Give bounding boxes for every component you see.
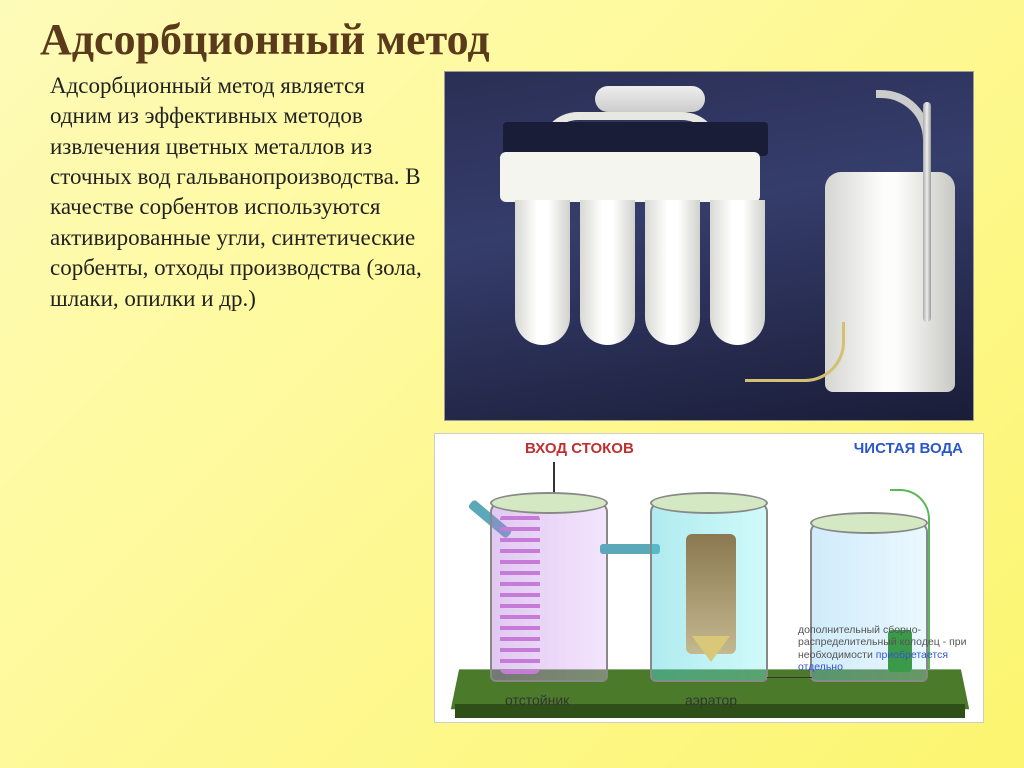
inlet-label: ВХОД СТОКОВ: [525, 440, 634, 457]
inline-filter: [595, 86, 705, 112]
manifold: [503, 122, 768, 156]
slide-title: Адсорбционный метод: [0, 0, 1024, 65]
filter-head: [500, 152, 760, 202]
cartridge: [580, 200, 635, 345]
storage-tank: [825, 172, 955, 392]
aerator-tank: [650, 502, 768, 682]
cartridge: [515, 200, 570, 345]
right-column: ВХОД СТОКОВ ЧИСТАЯ ВОДА отстойник: [444, 71, 984, 723]
tank-lid: [490, 492, 608, 514]
aerator-cone: [692, 636, 730, 662]
aerator-caption: аэратор: [685, 692, 737, 708]
connection-tube: [745, 322, 845, 382]
sedimentation-caption: отстойник: [505, 692, 569, 708]
faucet-stem: [923, 102, 931, 322]
body-paragraph: Адсорбционный метод является одним из эф…: [50, 71, 424, 723]
tank-lid: [650, 492, 768, 514]
treatment-diagram: ВХОД СТОКОВ ЧИСТАЯ ВОДА отстойник: [434, 433, 984, 723]
sedimentation-tank: [490, 502, 608, 682]
footnote-pointer: [767, 677, 812, 679]
content-row: Адсорбционный метод является одним из эф…: [0, 71, 1024, 723]
lamella-plates: [500, 514, 540, 674]
footnote-text: дополнительный сборно-распределительный …: [798, 624, 973, 674]
cartridge: [645, 200, 700, 345]
outlet-label: ЧИСТАЯ ВОДА: [854, 440, 963, 457]
filter-photo: [444, 71, 974, 421]
